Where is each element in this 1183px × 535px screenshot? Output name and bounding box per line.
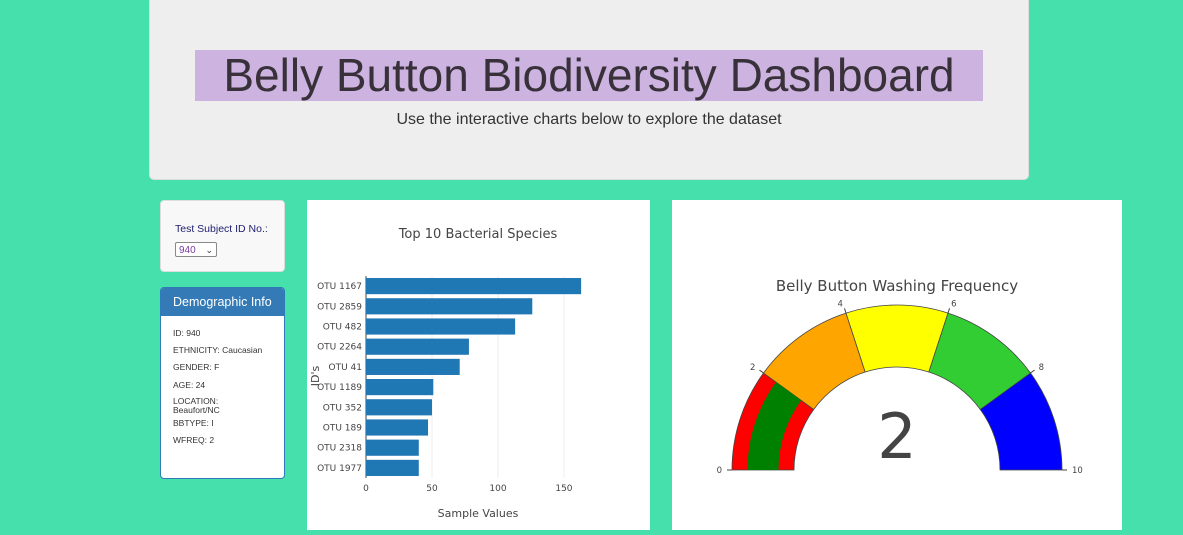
bar-mark[interactable] xyxy=(366,278,582,295)
demographic-id: ID: 940 xyxy=(173,328,201,338)
gauge-chart-card: Belly Button Washing Frequency 0 2 4 6 8 10 2 xyxy=(672,200,1122,530)
bar-category-label: OTU 189 xyxy=(323,424,362,434)
demographic-gender: GENDER: F xyxy=(173,362,220,373)
chevron-down-icon: ⌄ xyxy=(205,245,213,255)
page-title: Belly Button Biodiversity Dashboard xyxy=(223,49,955,101)
bar-mark[interactable] xyxy=(366,358,460,375)
gauge-tick-label: 4 xyxy=(838,300,843,310)
bar-mark[interactable] xyxy=(366,419,429,436)
bar-category-label: OTU 1167 xyxy=(317,282,362,292)
bar-xtick-label: 0 xyxy=(363,484,369,494)
demographic-location: LOCATION: Beaufort/NC xyxy=(173,395,220,415)
bar-category-label: OTU 1977 xyxy=(317,464,362,474)
gauge-tick-label: 6 xyxy=(951,300,956,310)
bar-mark[interactable] xyxy=(366,318,516,335)
gauge-title: Belly Button Washing Frequency xyxy=(776,277,1018,295)
demographic-age: AGE: 24 xyxy=(173,379,206,390)
gauge-tick xyxy=(759,369,764,374)
demographic-heading: Demographic Info xyxy=(161,288,284,316)
bar-category-label: OTU 2264 xyxy=(317,343,362,353)
bar-mark[interactable] xyxy=(366,338,469,355)
page-subtitle: Use the interactive charts below to expl… xyxy=(396,111,782,128)
bar-mark[interactable] xyxy=(366,459,419,476)
bar-chart-xlabel: Sample Values xyxy=(438,507,519,520)
bar-mark[interactable] xyxy=(366,298,533,315)
bar-chart-title: Top 10 Bacterial Species xyxy=(398,227,558,242)
bar-xtick-label: 50 xyxy=(426,484,438,494)
gauge-tick xyxy=(947,308,951,314)
gauge-tick-label: 8 xyxy=(1039,363,1044,373)
gauge-tick-label: 0 xyxy=(717,466,722,476)
gauge-tick xyxy=(843,308,847,314)
demographic-ethnicity: ETHNICITY: Caucasian xyxy=(173,345,263,356)
header-jumbotron: Belly Button Biodiversity Dashboard Use … xyxy=(149,0,1029,180)
demographic-bbtype: BBTYPE: I xyxy=(173,417,214,428)
bar-mark[interactable] xyxy=(366,379,434,396)
gauge-value-bar xyxy=(747,382,802,470)
gauge-tick-label: 2 xyxy=(750,363,755,373)
bar-category-label: OTU 482 xyxy=(323,323,362,333)
bar-xtick-label: 150 xyxy=(555,484,572,494)
subject-id-dropdown[interactable]: 940 ⌄ xyxy=(175,242,217,257)
bar-category-label: OTU 2318 xyxy=(317,444,362,454)
gauge-tick-label: 10 xyxy=(1072,466,1083,476)
gauge-tick xyxy=(1030,369,1035,374)
bar-mark[interactable] xyxy=(366,399,432,416)
bar-mark[interactable] xyxy=(366,439,419,456)
subject-select-label: Test Subject ID No.: xyxy=(175,223,268,235)
bar-category-label: OTU 41 xyxy=(329,363,362,373)
demographic-panel: Demographic Info ID: 940 ETHNICITY: Cauc… xyxy=(160,287,285,479)
gauge-chart: Belly Button Washing Frequency 0 2 4 6 8 10 2 xyxy=(717,277,1083,476)
bar-category-label: OTU 352 xyxy=(323,403,362,413)
bar-chart-ylabel: ID's xyxy=(309,366,322,387)
demographic-wfreq: WFREQ: 2 xyxy=(173,434,215,445)
gauge-value: 2 xyxy=(877,400,916,473)
bar-category-label: OTU 2859 xyxy=(317,302,362,312)
bar-chart-card: Top 10 Bacterial Species OTU 1167 OTU 285… xyxy=(307,200,650,530)
bar-chart: Top 10 Bacterial Species OTU 1167 OTU 285… xyxy=(309,227,582,520)
subject-select-panel: Test Subject ID No.: 940 ⌄ xyxy=(160,200,285,272)
bar-xtick-label: 100 xyxy=(489,484,506,494)
bar-category-label: OTU 1189 xyxy=(317,383,362,393)
title-highlight: Belly Button Biodiversity Dashboard xyxy=(195,50,983,101)
demographic-list: ID: 940 ETHNICITY: Caucasian GENDER: F A… xyxy=(161,316,284,452)
subject-id-value: 940 xyxy=(179,245,196,256)
